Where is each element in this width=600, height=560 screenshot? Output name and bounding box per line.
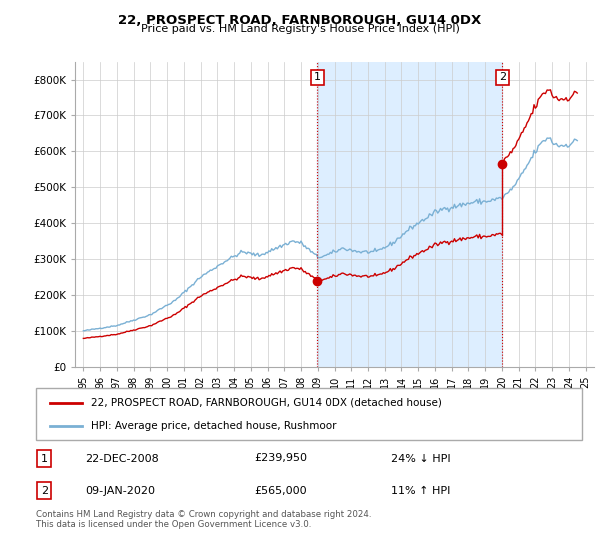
Text: 24% ↓ HPI: 24% ↓ HPI bbox=[391, 454, 451, 464]
Text: Contains HM Land Registry data © Crown copyright and database right 2024.
This d: Contains HM Land Registry data © Crown c… bbox=[36, 510, 371, 529]
Text: 22-DEC-2008: 22-DEC-2008 bbox=[85, 454, 159, 464]
Text: HPI: Average price, detached house, Rushmoor: HPI: Average price, detached house, Rush… bbox=[91, 421, 336, 431]
Text: 09-JAN-2020: 09-JAN-2020 bbox=[85, 486, 155, 496]
Text: 1: 1 bbox=[41, 454, 47, 464]
Text: Price paid vs. HM Land Registry's House Price Index (HPI): Price paid vs. HM Land Registry's House … bbox=[140, 24, 460, 34]
Text: 11% ↑ HPI: 11% ↑ HPI bbox=[391, 486, 450, 496]
Text: £239,950: £239,950 bbox=[254, 454, 307, 464]
Text: 2: 2 bbox=[499, 72, 506, 82]
Text: 22, PROSPECT ROAD, FARNBOROUGH, GU14 0DX (detached house): 22, PROSPECT ROAD, FARNBOROUGH, GU14 0DX… bbox=[91, 398, 442, 408]
Bar bbox=[317, 62, 502, 367]
Text: 22, PROSPECT ROAD, FARNBOROUGH, GU14 0DX: 22, PROSPECT ROAD, FARNBOROUGH, GU14 0DX bbox=[118, 14, 482, 27]
Text: 1: 1 bbox=[314, 72, 321, 82]
Text: 2: 2 bbox=[41, 486, 48, 496]
Text: £565,000: £565,000 bbox=[254, 486, 307, 496]
